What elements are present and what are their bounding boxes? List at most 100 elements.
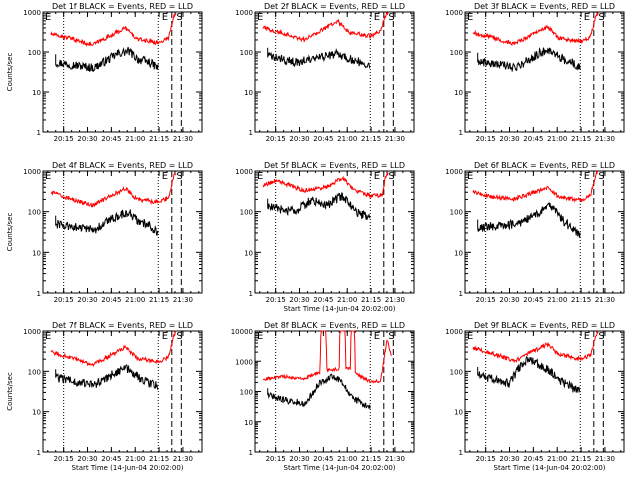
y-tick-label: 100: [240, 49, 253, 57]
y-tick-label: 1000: [23, 328, 41, 336]
marker-e-end: E: [162, 171, 168, 182]
y-tick-label: 1: [249, 449, 253, 457]
y-tick-label: 1: [459, 449, 463, 457]
x-tick-label: 21:30: [385, 455, 405, 463]
y-tick-label: 10: [32, 409, 41, 417]
events-series-line: [55, 364, 159, 391]
marker-e-end: E: [584, 171, 590, 182]
y-tick-label: 10: [244, 419, 253, 427]
x-tick-label: 21:00: [125, 296, 145, 304]
y-tick-label: 1: [459, 129, 463, 137]
plot-frame: [42, 330, 203, 453]
y-axis-label: Counts/sec: [6, 53, 14, 92]
y-tick-label: 10: [454, 249, 463, 257]
marker-e-start: E: [257, 12, 263, 23]
x-tick-label: 20:30: [499, 135, 519, 143]
marker-e-end: E: [584, 331, 590, 342]
lld-series-line: [50, 330, 177, 368]
marker-e-end: E: [374, 12, 380, 23]
x-axis-label: Start Time (14-Jun-04 20:02:00): [284, 305, 396, 313]
x-axis-label: Start Time (14-Jun-04 20:02:00): [72, 464, 184, 472]
marker-e-end: E: [584, 12, 590, 23]
x-tick-label: 20:15: [476, 455, 496, 463]
marker-e-start: E: [257, 331, 263, 342]
x-tick-label: 20:45: [523, 455, 543, 463]
plot-frame: [254, 170, 415, 294]
x-tick-label: 21:30: [595, 296, 615, 304]
lld-series-line: [50, 172, 177, 208]
x-tick-label: 20:15: [476, 135, 496, 143]
x-tick-label: 21:00: [547, 455, 567, 463]
marker-s: S: [598, 171, 604, 182]
x-tick-label: 21:30: [173, 296, 193, 304]
y-tick-label: 10: [244, 89, 253, 97]
y-tick-label: 1000: [23, 168, 41, 176]
lld-series-line: [472, 170, 599, 203]
events-series-line: [477, 355, 581, 393]
marker-e-start: E: [45, 331, 51, 342]
x-tick-label: 21:30: [595, 455, 615, 463]
lld-series-line: [262, 330, 392, 384]
lld-series-line: [50, 13, 177, 47]
x-tick-label: 20:45: [523, 296, 543, 304]
x-tick-label: 21:00: [337, 135, 357, 143]
x-tick-label: 21:30: [173, 135, 193, 143]
plot-frame: [42, 11, 203, 133]
x-tick-label: 21:00: [547, 296, 567, 304]
lld-series-line: [262, 11, 389, 43]
marker-e-start: E: [467, 331, 473, 342]
panel-title: Det 6f BLACK = Events, RED = LLD: [474, 161, 615, 170]
panel-title: Det 4f BLACK = Events, RED = LLD: [52, 161, 193, 170]
x-tick-label: 20:15: [54, 135, 74, 143]
detector-panel-1: Det 1f BLACK = Events, RED = LLD 1 10 100 10…: [6, 2, 203, 143]
marker-s: S: [176, 331, 182, 342]
lld-series-line: [262, 172, 389, 199]
x-tick-label: 21:15: [361, 296, 381, 304]
marker-s: S: [176, 12, 182, 23]
panel-title: Det 9f BLACK = Events, RED = LLD: [474, 321, 615, 330]
plot-frame: [254, 330, 415, 453]
marker-e-start: E: [467, 171, 473, 182]
x-tick-label: 20:15: [54, 296, 74, 304]
detector-panel-7: Det 7f BLACK = Events, RED = LLD 1 10 100 10…: [6, 321, 203, 472]
y-tick-label: 100: [240, 209, 253, 217]
x-tick-label: 20:15: [476, 296, 496, 304]
marker-s: S: [388, 171, 394, 182]
x-tick-label: 21:15: [361, 135, 381, 143]
lld-series-line: [472, 11, 599, 46]
y-tick-label: 1: [37, 129, 41, 137]
y-tick-label: 100: [450, 368, 463, 376]
plot-frame: [464, 170, 625, 294]
x-tick-label: 21:00: [337, 296, 357, 304]
marker-e-end: E: [162, 12, 168, 23]
y-tick-label: 10: [244, 249, 253, 257]
y-axis-label: Counts/sec: [6, 372, 14, 411]
y-tick-label: 10: [454, 89, 463, 97]
y-tick-label: 1: [37, 290, 41, 298]
y-tick-label: 100: [28, 368, 41, 376]
y-tick-label: 10: [32, 89, 41, 97]
marker-e-start: E: [45, 171, 51, 182]
x-tick-label: 20:30: [289, 135, 309, 143]
events-series-line: [267, 192, 371, 221]
x-tick-label: 20:45: [313, 296, 333, 304]
y-tick-label: 1: [37, 449, 41, 457]
y-tick-label: 1000: [445, 328, 463, 336]
x-tick-label: 20:30: [499, 455, 519, 463]
plot-frame: [254, 11, 415, 133]
detector-panel-8: Det 8f BLACK = Events, RED = LLD 1 10 100 10…: [231, 321, 415, 472]
x-tick-label: 20:30: [289, 455, 309, 463]
events-series-line: [477, 46, 581, 72]
y-tick-label: 10: [32, 249, 41, 257]
x-tick-label: 20:30: [289, 296, 309, 304]
events-series-line: [55, 209, 159, 236]
x-tick-label: 20:15: [266, 135, 286, 143]
panel-title: Det 8f BLACK = Events, RED = LLD: [264, 321, 405, 330]
x-tick-label: 21:15: [149, 455, 169, 463]
x-axis-label: Start Time (14-Jun-04 20:02:00): [284, 464, 396, 472]
panel-title: Det 1f BLACK = Events, RED = LLD: [52, 2, 193, 11]
x-tick-label: 20:30: [77, 135, 97, 143]
x-tick-label: 21:15: [361, 455, 381, 463]
detector-panel-4: Det 4f BLACK = Events, RED = LLD 1 10 100 10…: [6, 161, 203, 304]
